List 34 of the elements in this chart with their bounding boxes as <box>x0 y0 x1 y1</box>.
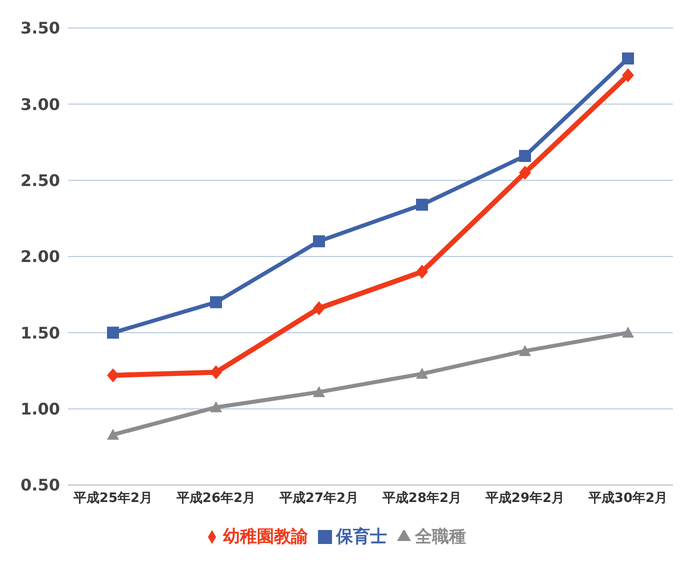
x-tick-label: 平成28年2月 <box>381 491 462 506</box>
point <box>107 368 119 382</box>
x-tick-label: 平成27年2月 <box>278 491 359 506</box>
y-tick-label: 2.50 <box>20 171 60 190</box>
point <box>519 166 531 180</box>
point <box>313 235 325 248</box>
y-tick-label: 1.50 <box>20 323 60 342</box>
y-tick-label: 2.00 <box>20 247 60 266</box>
point <box>210 401 222 412</box>
legend-label: 幼稚園教諭 <box>223 527 308 547</box>
point <box>313 386 325 398</box>
point <box>519 344 531 356</box>
x-tick-label: 平成30年2月 <box>587 491 668 506</box>
x-tick-label: 平成29年2月 <box>484 491 565 506</box>
point <box>416 368 428 379</box>
y-tick-label: 3.00 <box>20 94 60 114</box>
x-tick-label: 平成26年2月 <box>175 491 256 506</box>
legend-label: 全職種 <box>415 527 466 547</box>
point <box>210 296 222 308</box>
y-tick-label: 3.50 <box>20 18 60 38</box>
point <box>622 68 634 82</box>
point <box>622 52 634 64</box>
y-tick-label: 1.00 <box>20 400 60 419</box>
point <box>519 150 531 162</box>
y-tick-label: 0.50 <box>20 476 60 495</box>
point <box>622 326 634 338</box>
x-tick-label: 平成25年2月 <box>72 491 153 506</box>
point <box>416 198 428 211</box>
point <box>416 264 428 279</box>
point <box>107 428 119 440</box>
point <box>210 365 222 380</box>
point <box>107 326 119 339</box>
legend-label: 保育士 <box>336 527 387 547</box>
point <box>313 301 325 316</box>
